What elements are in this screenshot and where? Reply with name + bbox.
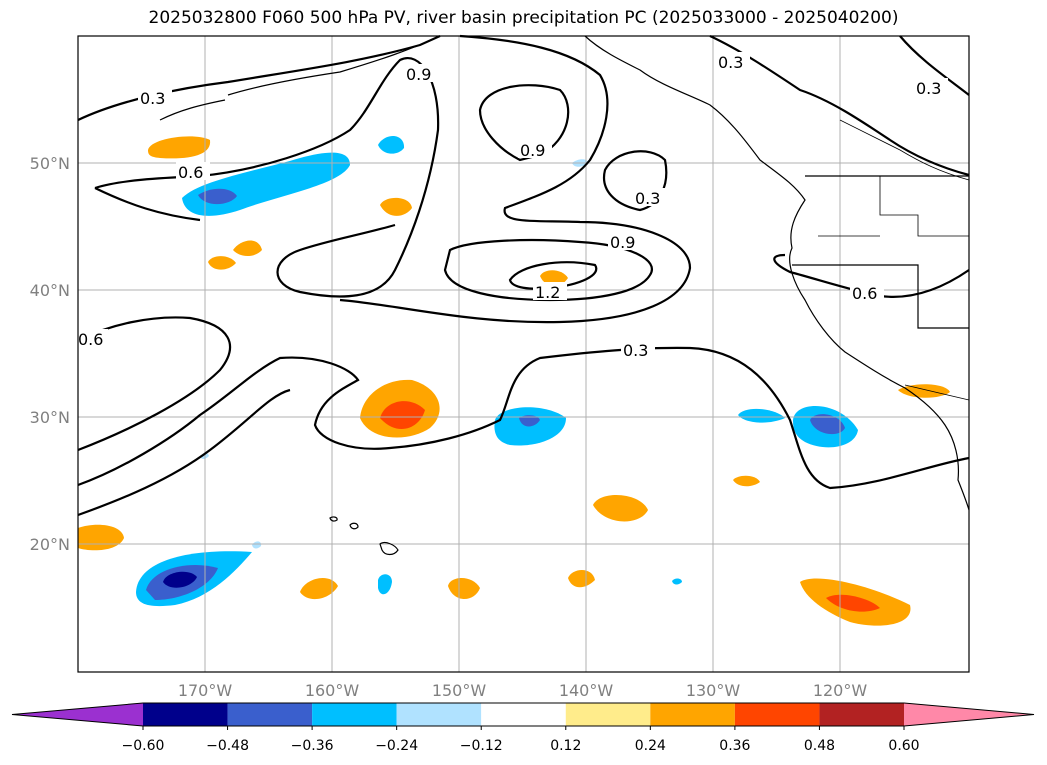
- colorbar-tick-label: 0.24: [635, 738, 666, 754]
- positive-area: [593, 494, 648, 522]
- positive-area: [148, 136, 211, 159]
- pv-contour: [94, 187, 201, 222]
- pv-contour: [339, 34, 692, 324]
- pv-contour: [899, 35, 970, 96]
- contour-label: 0.6: [178, 163, 203, 182]
- lat-tick-label: 50°N: [30, 154, 70, 173]
- pv-contour: [77, 388, 291, 517]
- pv-contour: [77, 316, 231, 452]
- contour-label: 0.3: [623, 341, 648, 360]
- positive-area: [898, 384, 950, 398]
- colorbar-segment: [650, 703, 735, 726]
- contour-label: 1.2: [535, 283, 560, 302]
- negative-core: [810, 414, 845, 435]
- graticule: [78, 36, 969, 672]
- colorbar-tick-label: 0.48: [804, 738, 835, 754]
- colorbar-tick-label: −0.60: [122, 738, 165, 754]
- lon-tick-label: 130°W: [686, 681, 741, 700]
- contour-label: 0.3: [140, 89, 165, 108]
- negative-area: [378, 135, 405, 154]
- map-title: 2025032800 F060 500 hPa PV, river basin …: [148, 8, 899, 28]
- colorbar-tick-label: −0.36: [291, 738, 334, 754]
- pv-contour: [94, 57, 440, 298]
- colorbar-tick-label: 0.36: [719, 738, 750, 754]
- contour-label: 0.3: [635, 189, 660, 208]
- negative-area: [738, 408, 785, 423]
- negative-area: [378, 574, 392, 595]
- pv-contour: [443, 238, 653, 302]
- lon-tick-label: 160°W: [305, 681, 360, 700]
- colorbar-extend-low: [12, 703, 143, 726]
- contour-label: 0.9: [520, 141, 545, 160]
- positive-area: [208, 256, 236, 270]
- colorbar-extend-high: [904, 703, 1034, 726]
- positive-area: [233, 240, 262, 256]
- lon-tick-label: 120°W: [813, 681, 868, 700]
- lon-tick-label: 170°W: [178, 681, 233, 700]
- map-frame: [77, 35, 970, 673]
- colorbar-segment: [481, 703, 566, 726]
- positive-area: [448, 578, 480, 599]
- contour-label: 0.9: [406, 65, 431, 84]
- negative-core: [163, 571, 197, 588]
- colorbar-tick-label: −0.48: [206, 738, 249, 754]
- colorbar-segment: [396, 703, 482, 726]
- contour-label: 0.3: [718, 53, 743, 72]
- lat-tick-label: 20°N: [30, 535, 70, 554]
- negative-core: [519, 415, 540, 427]
- colorbar-segment: [565, 703, 651, 726]
- pv-contour: [773, 253, 970, 298]
- lon-tick-label: 150°W: [432, 681, 487, 700]
- colorbar-tick-label: −0.24: [375, 738, 418, 754]
- lon-axis: 170°W 160°W 150°W 140°W 130°W 120°W: [178, 681, 868, 700]
- pv-contour: [709, 35, 970, 177]
- colorbar: −0.60 −0.48 −0.36 −0.24 −0.12 0.12 0.24 0.36 0.4…: [11, 702, 1035, 754]
- contour-label: 0.9: [610, 233, 635, 252]
- contour-labels: 0.3 0.6 0.9 0.9 0.3 0.9 1.2 0.3 0.6 0.3 …: [78, 52, 948, 360]
- contour-label: 0.6: [852, 284, 877, 303]
- contour-label: 0.3: [916, 79, 941, 98]
- pv-contour: [478, 84, 570, 162]
- pv-contours: [77, 34, 970, 517]
- lat-axis: 20°N 30°N 40°N 50°N: [30, 154, 70, 554]
- colorbar-segment: [227, 703, 313, 726]
- positive-area: [380, 197, 412, 216]
- colorbar-tick-label: 0.12: [550, 738, 581, 754]
- colorbar-tick-label: 0.60: [888, 738, 919, 754]
- lat-tick-label: 30°N: [30, 408, 70, 427]
- colorbar-segment: [312, 703, 397, 726]
- pv-contour: [508, 261, 598, 290]
- colorbar-segment: [143, 703, 228, 726]
- negative-area: [672, 578, 682, 585]
- lat-tick-label: 40°N: [30, 281, 70, 300]
- colorbar-segment: [819, 703, 904, 726]
- contour-label: 0.6: [78, 330, 103, 349]
- negative-area: [252, 541, 262, 549]
- negative-core: [198, 188, 237, 205]
- lon-tick-label: 140°W: [559, 681, 614, 700]
- pv-contour: [77, 346, 970, 490]
- positive-area: [733, 475, 760, 487]
- positive-core: [380, 401, 425, 430]
- positive-area: [300, 578, 338, 600]
- colorbar-tick-label: −0.12: [460, 738, 503, 754]
- pv-contour: [77, 34, 441, 121]
- positive-area: [568, 570, 595, 588]
- colorbar-segment: [734, 703, 820, 726]
